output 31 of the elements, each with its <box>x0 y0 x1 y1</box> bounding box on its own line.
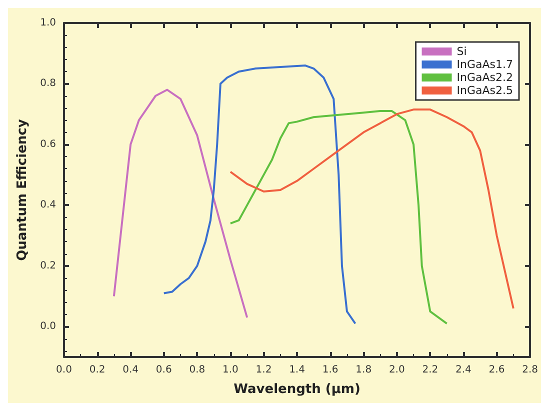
x-axis-title: Wavelength (µm) <box>234 382 360 397</box>
x-tick-label: 0.2 <box>89 364 106 376</box>
line-series <box>162 64 356 325</box>
x-tick-label: 2.6 <box>488 364 505 376</box>
x-tick-label: 1.0 <box>222 364 238 376</box>
y-tick-label: 0.4 <box>40 200 56 211</box>
x-tick-label: 2.4 <box>456 364 472 376</box>
y-tick-label: 1.0 <box>40 18 56 28</box>
x-tick-label: 1.2 <box>256 364 272 376</box>
x-tick-label: 0.0 <box>56 364 72 376</box>
x-tick-label: 1.8 <box>356 364 372 376</box>
x-tick-label: 1.4 <box>289 364 305 376</box>
legend-label: InGaAs2.5 <box>456 84 514 97</box>
line-series <box>112 88 248 319</box>
legend-label: InGaAs2.2 <box>456 71 514 84</box>
legend-label: Si <box>456 45 467 58</box>
x-tick-label: 0.4 <box>122 364 139 376</box>
line-series <box>229 110 448 325</box>
y-tick-label: 0.2 <box>40 260 56 272</box>
x-tick-label: 2.2 <box>422 364 438 376</box>
y-tick-label: 0.8 <box>40 78 56 90</box>
y-tick-label: 0.6 <box>40 138 56 150</box>
x-tick-label: 2.8 <box>522 364 538 376</box>
y-tick-label: 0.0 <box>40 321 56 332</box>
x-tick-label: 1.6 <box>322 364 338 376</box>
x-tick-label: 0.6 <box>156 364 172 376</box>
legend-label: InGaAs1.7 <box>456 58 514 71</box>
y-axis-title: Quantum Efficiency <box>15 118 30 261</box>
x-tick-label: 2.0 <box>388 364 405 376</box>
line-series <box>229 108 514 310</box>
x-tick-label: 0.8 <box>189 364 206 376</box>
